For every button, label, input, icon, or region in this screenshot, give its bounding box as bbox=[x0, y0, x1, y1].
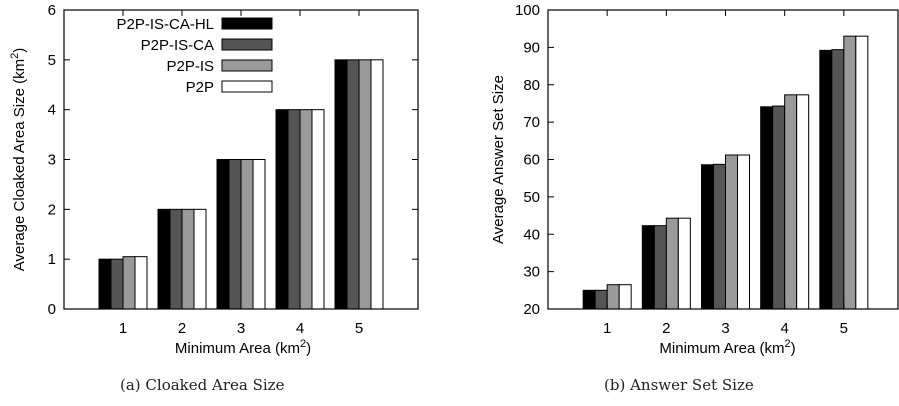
bar-2-3 bbox=[713, 163, 726, 310]
y-tick-label: 40 bbox=[523, 226, 540, 243]
bar-3-2 bbox=[181, 208, 195, 310]
bar-4-2 bbox=[193, 208, 207, 310]
x-axis-label: Minimum Area (km2) bbox=[659, 338, 795, 357]
y-tick-label: 50 bbox=[523, 189, 540, 206]
y-axis-label: Average Answer Set Size bbox=[490, 75, 507, 244]
bar-4-1 bbox=[134, 256, 148, 310]
legend-label: P2P bbox=[186, 79, 214, 96]
y-tick-label: 5 bbox=[48, 52, 56, 69]
bar-1-4 bbox=[275, 109, 289, 310]
x-tick-label: 3 bbox=[721, 320, 729, 337]
x-tick-label: 5 bbox=[355, 320, 363, 337]
bars bbox=[582, 35, 869, 310]
x-axis-label: Minimum Area (km2) bbox=[175, 338, 311, 357]
bar-1-4 bbox=[760, 106, 774, 310]
bar-4-5 bbox=[370, 59, 384, 310]
bar-2-4 bbox=[287, 109, 301, 310]
x-tick-label: 4 bbox=[780, 320, 788, 337]
x-tick-label: 4 bbox=[296, 320, 304, 337]
legend-label: P2P-IS-CA-HL bbox=[116, 16, 214, 33]
y-tick-label: 30 bbox=[523, 264, 540, 281]
legend-swatch bbox=[221, 38, 273, 51]
legend-label: P2P-IS bbox=[166, 58, 214, 75]
bar-1-1 bbox=[98, 258, 112, 310]
y-tick-label: 100 bbox=[515, 2, 540, 19]
x-tick-label: 1 bbox=[119, 320, 127, 337]
y-axis-label: Average Cloaked Area Size (km2) bbox=[9, 48, 28, 271]
bar-1-2 bbox=[157, 208, 171, 310]
bars bbox=[98, 59, 384, 310]
bar-4-5 bbox=[855, 35, 869, 310]
bar-3-3 bbox=[725, 154, 738, 310]
y-tick-label: 0 bbox=[48, 301, 56, 318]
bar-1-3 bbox=[701, 164, 714, 310]
bar-1-5 bbox=[334, 59, 348, 310]
caption-b: (b) Answer Set Size bbox=[604, 376, 754, 394]
x-tick-label: 2 bbox=[662, 320, 670, 337]
bar-3-2 bbox=[665, 217, 679, 310]
bar-1-2 bbox=[641, 225, 655, 310]
bar-2-2 bbox=[169, 208, 183, 310]
bar-4-4 bbox=[311, 109, 325, 310]
bar-2-3 bbox=[228, 159, 242, 310]
bar-3-4 bbox=[299, 109, 313, 310]
y-tick-label: 3 bbox=[48, 152, 56, 169]
chart-cloaked-area-size: 0 1 2 3 4 5 6 1 2 3 4 5 Minimum Area (km2) Average Cl… bbox=[9, 2, 419, 357]
x-tick-label: 3 bbox=[237, 320, 245, 337]
y-tick-label: 60 bbox=[523, 152, 540, 169]
bar-4-3 bbox=[252, 159, 266, 310]
bar-2-4 bbox=[772, 105, 786, 310]
x-tick-label: 2 bbox=[178, 320, 186, 337]
caption-a: (a) Cloaked Area Size bbox=[120, 376, 285, 394]
legend: P2P-IS-CA-HL P2P-IS-CA P2P-IS P2P bbox=[116, 16, 273, 96]
bar-2-1 bbox=[594, 289, 608, 310]
bar-3-1 bbox=[122, 256, 136, 310]
bar-4-4 bbox=[796, 94, 810, 310]
bar-2-1 bbox=[110, 258, 124, 310]
y-tick-label: 90 bbox=[523, 39, 540, 56]
legend-swatch bbox=[221, 80, 273, 93]
y-tick-label: 70 bbox=[523, 114, 540, 131]
y-tick-label: 1 bbox=[48, 251, 56, 268]
bar-3-3 bbox=[240, 159, 254, 310]
y-tick-label: 6 bbox=[48, 2, 56, 19]
legend-swatch bbox=[221, 17, 273, 30]
bar-2-5 bbox=[346, 59, 360, 310]
chart-answer-set-size: 20 30 40 50 60 70 80 90 100 1 2 3 4 5 Minimum Area (km… bbox=[490, 2, 899, 357]
x-tick-label: 1 bbox=[603, 320, 611, 337]
bar-1-3 bbox=[216, 159, 230, 310]
bar-2-5 bbox=[831, 49, 845, 310]
bar-4-3 bbox=[737, 154, 750, 310]
legend-label: P2P-IS-CA bbox=[141, 37, 214, 54]
bar-3-5 bbox=[843, 35, 857, 310]
legend-swatch bbox=[221, 59, 273, 72]
bar-3-4 bbox=[784, 94, 798, 310]
bar-1-5 bbox=[819, 49, 833, 310]
bar-2-2 bbox=[653, 225, 667, 310]
bar-3-5 bbox=[358, 59, 372, 310]
y-tick-label: 80 bbox=[523, 77, 540, 94]
bar-4-1 bbox=[618, 284, 632, 310]
y-tick-label: 2 bbox=[48, 201, 56, 218]
bar-1-1 bbox=[582, 289, 596, 310]
y-tick-label: 4 bbox=[48, 102, 56, 119]
bar-3-1 bbox=[606, 284, 620, 310]
y-tick-label: 20 bbox=[523, 301, 540, 318]
bar-4-2 bbox=[677, 217, 691, 310]
x-tick-label: 5 bbox=[840, 320, 848, 337]
